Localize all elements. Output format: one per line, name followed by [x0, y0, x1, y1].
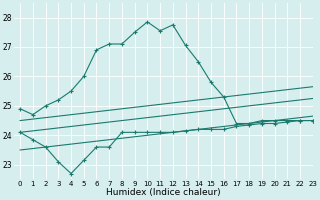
X-axis label: Humidex (Indice chaleur): Humidex (Indice chaleur)	[106, 188, 220, 197]
